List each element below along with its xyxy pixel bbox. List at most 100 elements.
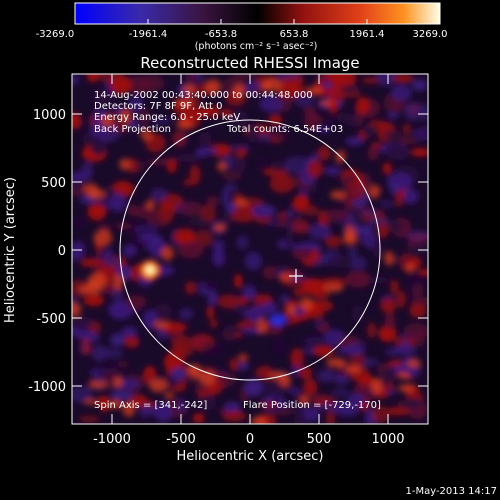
image-blob [250, 87, 263, 97]
colorbar-tick-label: 653.8 [280, 29, 309, 40]
image-blob [243, 379, 264, 397]
image-blob [328, 95, 339, 114]
image-blob [129, 394, 148, 407]
image-blob [222, 324, 237, 342]
image-blob [222, 411, 247, 422]
image-blob [367, 146, 379, 161]
image-blob [274, 264, 291, 272]
image-blob [128, 120, 139, 129]
image-blob [139, 402, 151, 418]
image-blob [182, 84, 196, 94]
image-blob [108, 399, 123, 409]
colorbar-tick-label: -1961.4 [129, 29, 168, 40]
image-blob [307, 183, 318, 194]
image-blob [264, 78, 283, 92]
image-blob [371, 141, 383, 149]
image-blob [398, 384, 415, 393]
image-blob [194, 229, 213, 247]
image-blob [382, 365, 396, 384]
image-blob [367, 322, 377, 338]
image-blob [262, 266, 277, 280]
image-blob [416, 328, 425, 347]
image-blob [362, 123, 375, 138]
image-blob [204, 79, 221, 95]
image-blob [126, 295, 147, 309]
image-blob [236, 235, 249, 250]
image-blob [284, 156, 309, 175]
image-blob [169, 154, 193, 162]
image-minimum-spot [270, 314, 286, 326]
image-blob [183, 178, 194, 186]
image-blob [385, 348, 402, 356]
image-blob [352, 305, 365, 323]
image-blob [233, 198, 249, 207]
image-blob [171, 367, 186, 381]
image-blob [115, 299, 126, 318]
colorbar-tick-label: -653.8 [205, 29, 237, 40]
image-blob [120, 108, 132, 124]
colorbar-ticks [74, 19, 441, 24]
image-blob [256, 318, 267, 335]
image-blob [352, 199, 364, 208]
image-blob [328, 255, 353, 268]
image-blob [345, 136, 364, 146]
image-blob [317, 369, 336, 383]
image-blob [125, 76, 151, 95]
image-blob [371, 405, 390, 423]
image-blob [235, 147, 248, 157]
x-axis-label: Heliocentric X (arcsec) [177, 449, 324, 464]
image-blob [231, 293, 243, 301]
image-blob [221, 172, 242, 180]
image-blob [330, 190, 346, 200]
image-blob [96, 122, 120, 143]
image-blob [83, 293, 104, 307]
image-blob [247, 123, 260, 143]
image-blob [345, 270, 371, 288]
image-blob [124, 336, 139, 348]
image-blob [119, 158, 131, 171]
image-blob [154, 303, 173, 318]
image-blob [176, 399, 187, 413]
image-blob [233, 83, 245, 98]
image-blob [286, 303, 296, 316]
image-blob [81, 161, 93, 181]
image-blob [251, 204, 276, 218]
image-blob [303, 378, 318, 396]
image-blob [111, 286, 124, 301]
image-blob [87, 272, 107, 289]
image-blob [81, 347, 93, 354]
image-blob [303, 335, 324, 347]
image-blob [259, 95, 284, 113]
image-blob [83, 183, 99, 197]
colorbar-tick-label: 3269.0 [413, 29, 448, 40]
image-blob [229, 144, 251, 151]
image-blob [397, 137, 418, 145]
image-blob [293, 415, 306, 424]
image-blob [331, 389, 350, 396]
image-blob [407, 243, 428, 254]
image-blob [384, 251, 395, 266]
image-blob [213, 223, 227, 232]
image-blob [403, 188, 419, 204]
y-tick-label: 1000 [33, 108, 66, 123]
image-blob [406, 230, 428, 242]
image-blob [173, 228, 196, 244]
image-blob [247, 306, 266, 323]
image-blob [127, 204, 138, 217]
image-blob [308, 160, 323, 178]
image-blob [230, 205, 256, 223]
image-blob [232, 157, 246, 174]
image-blob [304, 111, 320, 131]
image-blob [134, 224, 159, 235]
image-blob [110, 390, 134, 401]
image-blob [317, 322, 330, 334]
image-blob [237, 353, 249, 362]
image-blob [197, 394, 217, 411]
y-axis-ticks [72, 113, 428, 387]
image-blob [408, 270, 423, 288]
image-blob [309, 309, 325, 319]
image-blob [128, 95, 144, 113]
colorbar-units: (photons cm⁻² s⁻¹ asec⁻²) [195, 41, 318, 52]
image-blob [175, 98, 194, 108]
image-blob [72, 75, 80, 86]
